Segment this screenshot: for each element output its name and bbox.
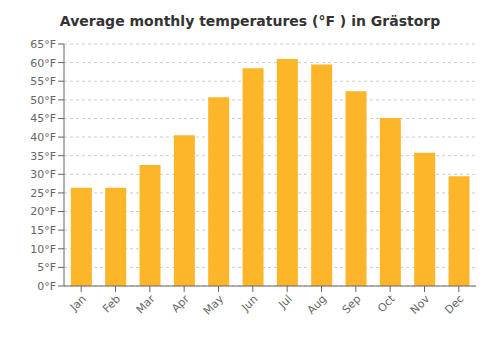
svg-text:May: May (201, 292, 227, 318)
svg-text:10°F: 10°F (30, 243, 56, 256)
svg-text:0°F: 0°F (37, 280, 56, 293)
svg-text:Sep: Sep (340, 292, 364, 316)
svg-text:Aug: Aug (305, 292, 329, 316)
svg-text:Apr: Apr (169, 292, 192, 315)
svg-text:5°F: 5°F (37, 261, 56, 274)
svg-text:55°F: 55°F (30, 75, 56, 88)
svg-text:Nov: Nov (408, 292, 433, 317)
svg-text:60°F: 60°F (30, 57, 56, 70)
svg-text:50°F: 50°F (30, 94, 56, 107)
svg-text:20°F: 20°F (30, 205, 56, 218)
svg-text:Jul: Jul (276, 292, 295, 311)
svg-text:30°F: 30°F (30, 168, 56, 181)
svg-text:15°F: 15°F (30, 224, 56, 237)
svg-text:Jan: Jan (67, 292, 89, 314)
svg-text:45°F: 45°F (30, 112, 56, 125)
svg-text:65°F: 65°F (30, 38, 56, 51)
html-text:Average monthly temperatures (: Average monthly temperatures (°F ) in Gr… (59, 13, 441, 29)
svg-text:35°F: 35°F (30, 150, 56, 163)
svg-text:Dec: Dec (442, 292, 466, 316)
svg-text:Mar: Mar (134, 292, 158, 316)
svg-text:40°F: 40°F (30, 131, 56, 144)
svg-text:Jun: Jun (238, 292, 260, 314)
svg-text:25°F: 25°F (30, 187, 56, 200)
svg-text:Feb: Feb (100, 292, 123, 315)
svg-text:Oct: Oct (375, 292, 398, 315)
